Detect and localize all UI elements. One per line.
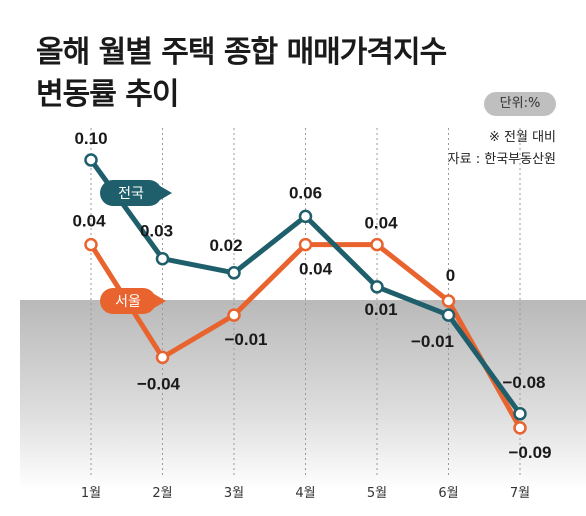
x-tick-label: 7월 — [510, 486, 530, 501]
data-label: 0.04 — [364, 214, 398, 233]
x-tick-label: 5월 — [367, 486, 387, 501]
data-label: 0.06 — [289, 183, 322, 202]
legend-tag-seoul: 서울 — [100, 288, 166, 314]
data-label: 0 — [446, 266, 455, 285]
x-tick-label: 2월 — [152, 486, 172, 501]
data-point-national — [513, 407, 527, 421]
data-label: −0.08 — [502, 373, 545, 392]
data-label: −0.01 — [411, 332, 454, 351]
data-label: 0.04 — [299, 260, 333, 279]
data-point-seoul — [155, 350, 170, 365]
data-label: 0.04 — [72, 212, 106, 231]
data-point-national — [298, 209, 313, 224]
data-point-seoul — [227, 308, 241, 322]
data-label: 0.03 — [140, 222, 173, 241]
data-point-seoul — [84, 237, 98, 252]
data-label: −0.09 — [508, 443, 551, 462]
legend-tag-national: 전국 — [100, 180, 172, 206]
data-label: −0.04 — [137, 374, 181, 393]
data-point-seoul — [370, 237, 384, 252]
data-point-national — [441, 308, 456, 322]
data-label: 0.01 — [364, 300, 397, 319]
data-point-seoul — [513, 421, 527, 435]
x-tick-label: 1월 — [81, 486, 101, 501]
data-point-national — [227, 266, 241, 280]
x-tick-label: 6월 — [438, 486, 458, 501]
data-label: 0.10 — [74, 129, 107, 148]
chart-title-line1: 올해 월별 주택 종합 매매가격지수 — [36, 35, 447, 70]
data-point-national — [370, 280, 384, 294]
comparison-note: ※ 전월 대비 — [489, 130, 556, 145]
data-point-national — [84, 153, 98, 167]
chart-title-line2: 변동률 추이 — [36, 77, 179, 112]
legend-label: 서울 — [115, 294, 141, 310]
data-label: −0.01 — [224, 330, 267, 349]
data-point-national — [155, 251, 170, 266]
x-tick-label: 3월 — [224, 486, 244, 501]
unit-badge: 단위:% — [484, 92, 556, 116]
negative-zone-band — [20, 300, 586, 490]
source-note: 자료 : 한국부동산원 — [447, 152, 556, 167]
legend-label: 전국 — [118, 186, 144, 202]
data-label: 0.02 — [209, 236, 242, 255]
data-point-seoul — [298, 237, 313, 252]
x-tick-label: 4월 — [295, 486, 315, 501]
data-point-seoul — [441, 294, 456, 308]
